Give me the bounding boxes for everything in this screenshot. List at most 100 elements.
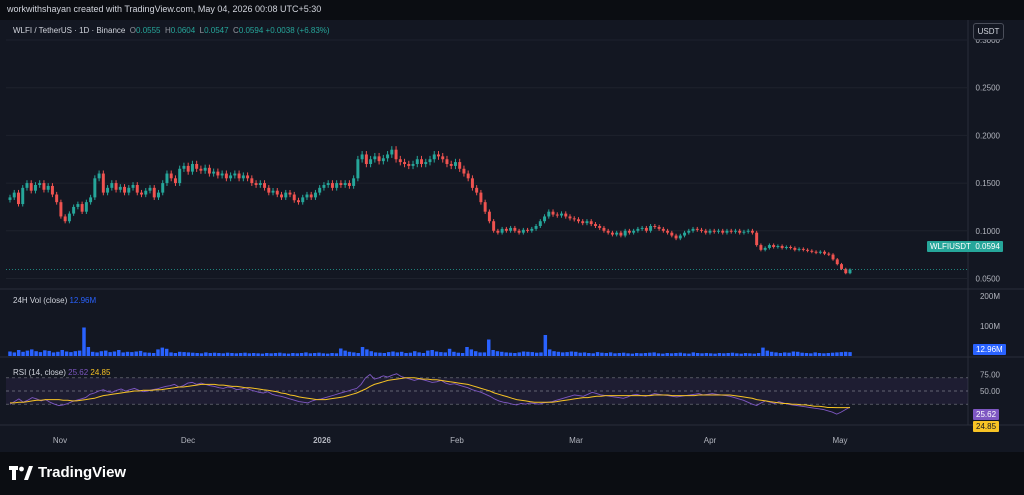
- volume-bar: [299, 353, 304, 356]
- volume-bar: [417, 352, 421, 356]
- volume-bar: [713, 353, 717, 356]
- candle-body: [644, 227, 648, 231]
- volume-bar: [339, 348, 343, 356]
- volume-bar: [530, 352, 535, 356]
- candle-body: [144, 190, 148, 195]
- candle-body: [678, 235, 682, 239]
- symbol-name: WLFI / TetherUS · 1D · Binance: [13, 26, 126, 35]
- volume-bar: [791, 351, 796, 356]
- volume-bar: [347, 351, 352, 356]
- volume-bar: [12, 352, 17, 356]
- chart-area[interactable]: 0.3000 0.2500 0.2000 0.1500 0.1000 0.0500 200M…: [0, 20, 1024, 452]
- volume-bar: [365, 349, 369, 356]
- volume-bar: [421, 353, 426, 356]
- change-value: +0.0038 (+6.83%): [265, 26, 330, 35]
- close-label: C: [233, 26, 239, 35]
- volume-bar: [547, 349, 552, 356]
- candle-body: [38, 183, 42, 185]
- volume-bar: [160, 347, 165, 356]
- rsi-ma-line: [10, 377, 850, 409]
- volume-bar: [447, 348, 452, 356]
- candle-body: [165, 173, 169, 184]
- candle-body: [21, 187, 25, 205]
- volume-bar: [164, 348, 169, 356]
- candle-body: [33, 184, 37, 191]
- candle-body: [619, 232, 623, 236]
- candle-body: [127, 187, 131, 193]
- volume-bar: [730, 352, 735, 356]
- candle-body: [568, 216, 572, 219]
- volume-bar: [826, 353, 830, 356]
- volume-bar: [269, 353, 273, 356]
- candle-body: [199, 168, 203, 171]
- candle-body: [780, 246, 784, 248]
- candle-body: [169, 173, 173, 179]
- tradingview-logo[interactable]: TradingView: [9, 464, 126, 481]
- time-tick-label: Mar: [569, 436, 583, 445]
- currency-button[interactable]: USDT: [973, 23, 1004, 40]
- volume-bar: [304, 352, 308, 356]
- candle-body: [470, 178, 474, 188]
- candle-body: [360, 154, 364, 160]
- volume-bar: [804, 353, 809, 356]
- volume-bar: [700, 353, 704, 356]
- volume-bar: [717, 353, 722, 356]
- rsi-legend: RSI (14, close) 25.62 24.85: [13, 368, 110, 377]
- time-tick-label: Apr: [704, 436, 717, 445]
- candle-body: [700, 229, 703, 231]
- volume-label: 24H Vol (close): [13, 296, 68, 305]
- candle-body: [437, 154, 440, 157]
- candle-body: [407, 164, 411, 166]
- volume-bar: [230, 353, 234, 356]
- volume-bar: [221, 353, 226, 356]
- candle-body: [835, 259, 839, 265]
- candle-body: [797, 248, 801, 250]
- volume-value: 12.96M: [69, 296, 97, 305]
- candle-body: [364, 154, 368, 164]
- volume-bar: [247, 353, 252, 356]
- candle-body: [84, 202, 88, 212]
- candle-body: [547, 211, 551, 217]
- candle-body: [110, 183, 114, 188]
- candle-body: [224, 173, 228, 179]
- candle-body: [517, 230, 521, 233]
- volume-bar: [69, 352, 73, 356]
- candle-body: [313, 192, 317, 198]
- candle-body: [93, 178, 97, 198]
- candle-body: [352, 178, 356, 186]
- volume-bar: [634, 353, 639, 356]
- time-tick-label: 2026: [313, 436, 331, 445]
- volume-bar: [704, 353, 709, 356]
- volume-bar: [643, 353, 648, 356]
- rsi-label: RSI (14, close): [13, 368, 66, 377]
- candle-body: [267, 187, 271, 193]
- candle-body: [814, 251, 818, 253]
- candle-body: [738, 230, 742, 233]
- volume-bar: [395, 352, 400, 356]
- volume-bar: [682, 353, 687, 356]
- volume-bar: [238, 353, 243, 356]
- volume-bar: [778, 353, 783, 356]
- volume-bar: [761, 347, 765, 356]
- volume-bar: [82, 327, 86, 356]
- volume-bar: [674, 353, 678, 356]
- volume-bar: [613, 353, 617, 356]
- candle-body: [712, 230, 716, 232]
- open-value: 0.0555: [136, 26, 161, 35]
- volume-bar: [608, 352, 613, 356]
- candle-body: [309, 194, 313, 198]
- candle-body: [704, 230, 708, 233]
- volume-bar: [539, 352, 543, 356]
- candle-body: [101, 173, 105, 193]
- candle-body: [275, 190, 279, 195]
- volume-bar: [843, 351, 848, 356]
- high-value: 0.0604: [170, 26, 196, 35]
- volume-bar: [243, 352, 247, 356]
- volume-bar: [282, 353, 286, 356]
- price-tick-label: 0.1000: [976, 227, 1001, 236]
- candle-body: [560, 213, 563, 216]
- candle-body: [207, 167, 211, 174]
- candle-body: [823, 251, 827, 254]
- volume-bar: [695, 353, 700, 356]
- volume-bar: [848, 352, 852, 356]
